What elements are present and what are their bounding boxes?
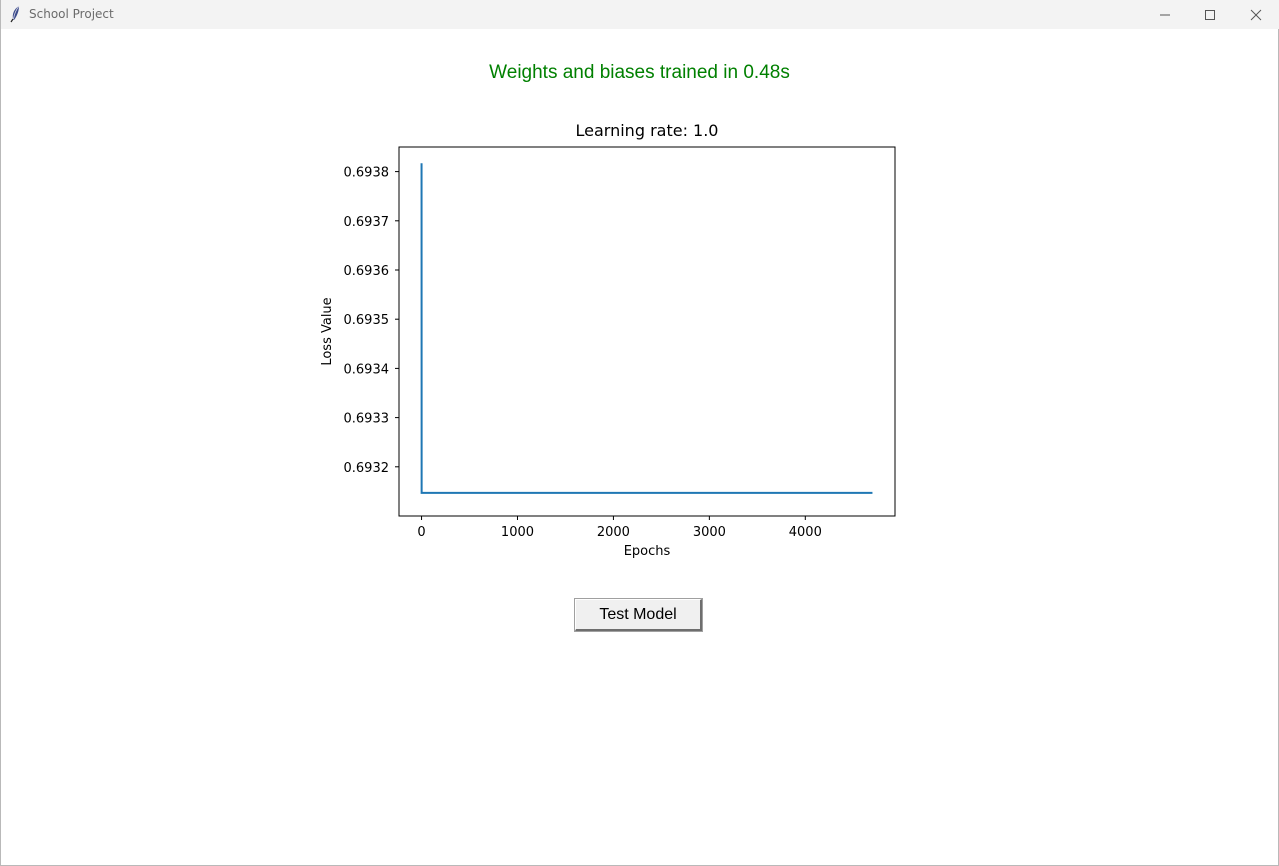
y-tick-label: 0.6935 bbox=[344, 313, 390, 328]
y-axis-label: Loss Value bbox=[320, 297, 335, 365]
y-tick-label: 0.6938 bbox=[344, 166, 390, 181]
plot-frame bbox=[398, 146, 896, 517]
y-tick-label: 0.6934 bbox=[344, 362, 390, 377]
test-model-button[interactable]: Test Model bbox=[574, 598, 703, 632]
x-tick-label: 2000 bbox=[597, 525, 630, 540]
window-title: School Project bbox=[29, 7, 114, 21]
x-axis-label: Epochs bbox=[624, 544, 671, 559]
y-tick-label: 0.6933 bbox=[344, 412, 390, 427]
loss-chart: 0 1000 2000 3000 4000 0.6932 0.6933 0.6934 0.693… bbox=[320, 146, 896, 559]
close-icon bbox=[1250, 9, 1262, 21]
x-tick-label: 4000 bbox=[789, 525, 822, 540]
x-tick-label: 1000 bbox=[501, 525, 534, 540]
training-status-message: Weights and biases trained in 0.48s bbox=[489, 62, 790, 83]
x-tick-label: 0 bbox=[417, 525, 425, 540]
loss-series-line bbox=[420, 163, 873, 494]
close-button[interactable] bbox=[1233, 0, 1279, 29]
feather-icon bbox=[8, 5, 24, 23]
minimize-icon bbox=[1159, 9, 1171, 21]
maximize-button[interactable] bbox=[1187, 0, 1233, 29]
y-tick-label: 0.6937 bbox=[344, 215, 390, 230]
minimize-button[interactable] bbox=[1142, 0, 1188, 29]
y-tick-label: 0.6932 bbox=[344, 461, 390, 476]
maximize-icon bbox=[1204, 9, 1216, 21]
y-tick-label: 0.6936 bbox=[344, 264, 390, 279]
chart-title: Learning rate: 1.0 bbox=[575, 121, 719, 140]
title-bar[interactable]: School Project bbox=[1, 0, 1279, 29]
x-tick-label: 3000 bbox=[693, 525, 726, 540]
